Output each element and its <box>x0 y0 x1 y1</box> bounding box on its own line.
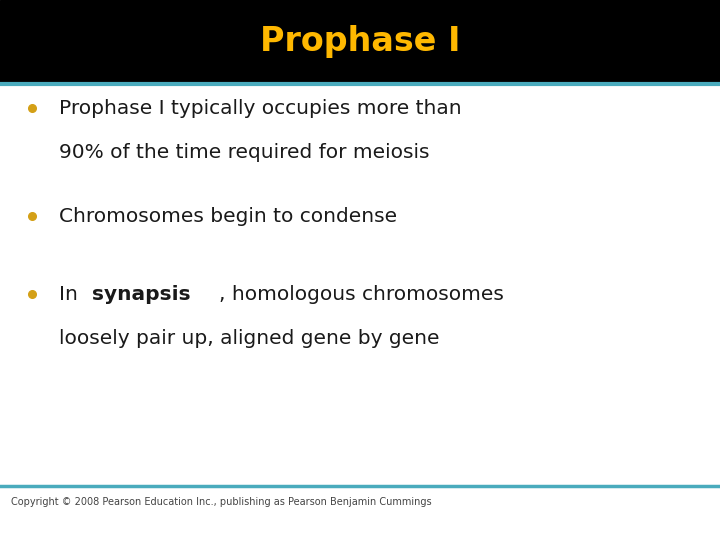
Text: Chromosomes begin to condense: Chromosomes begin to condense <box>59 206 397 226</box>
Text: Prophase I typically occupies more than: Prophase I typically occupies more than <box>59 98 462 118</box>
Text: Prophase I: Prophase I <box>260 25 460 58</box>
Text: loosely pair up, aligned gene by gene: loosely pair up, aligned gene by gene <box>59 329 439 348</box>
Text: , homologous chromosomes: , homologous chromosomes <box>219 285 504 304</box>
Text: synapsis: synapsis <box>91 285 190 304</box>
Text: 90% of the time required for meiosis: 90% of the time required for meiosis <box>59 143 430 162</box>
Text: Copyright © 2008 Pearson Education Inc., publishing as Pearson Benjamin Cummings: Copyright © 2008 Pearson Education Inc.,… <box>11 497 431 507</box>
Bar <box>0 0 720 84</box>
Text: In: In <box>59 285 84 304</box>
